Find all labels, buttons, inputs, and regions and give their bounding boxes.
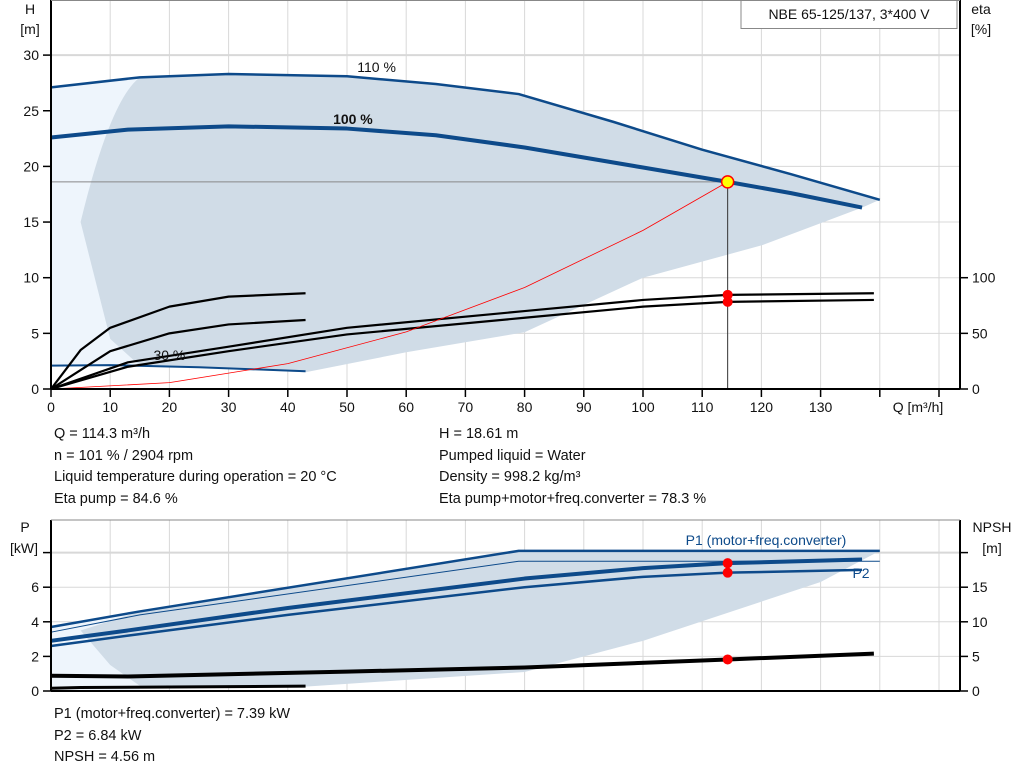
- y2-axis-label-npsh: NPSH: [973, 519, 1012, 535]
- label-100-percent: 100 %: [333, 111, 373, 127]
- y2-tick-label: 50: [972, 325, 988, 341]
- p2-point: [722, 567, 733, 578]
- info-eta-total: Eta pump+motor+freq.converter = 78.3 %: [439, 490, 707, 507]
- x-tick-label: 90: [576, 399, 592, 415]
- info-npsh: NPSH = 4.56 m: [54, 749, 156, 765]
- eta-total-point: [722, 296, 733, 307]
- info-speed: n = 101 % / 2904 rpm: [54, 447, 194, 464]
- y-tick-label: 15: [23, 214, 39, 230]
- x-tick-label: 20: [162, 399, 178, 415]
- head-curve-100: [50, 124, 863, 210]
- y2-tick-label: 15: [972, 579, 988, 595]
- x-tick-label: 50: [339, 399, 355, 415]
- info-p1: P1 (motor+freq.converter) = 7.39 kW: [54, 706, 291, 722]
- info-head: H = 18.61 m: [439, 426, 519, 442]
- eta-pump-point: [722, 289, 733, 300]
- label-30-percent: 30 %: [153, 347, 185, 363]
- y-tick-label: 30: [23, 47, 39, 63]
- y-tick-label: 25: [23, 103, 39, 119]
- y-tick-label: 10: [23, 270, 39, 286]
- p1-max-curve: [50, 549, 880, 629]
- y2-tick-label: 10: [972, 614, 988, 630]
- info-flow: Q = 114.3 m³/h: [54, 426, 151, 442]
- eta-curve: [50, 292, 306, 390]
- eta-curve: [50, 292, 874, 391]
- info-p2: P2 = 6.84 kW: [54, 727, 142, 744]
- x-tick-label: 100: [631, 399, 655, 415]
- y2-tick-label: 0: [972, 381, 980, 397]
- info-right: H = 18.61 m Pumped liquid = Water Densit…: [439, 424, 706, 510]
- operating-range-area: [80, 74, 880, 373]
- x-axis-label: Q [m³/h]: [893, 399, 944, 415]
- label-110-percent: 110 %: [357, 59, 396, 75]
- eta-curve: [50, 318, 306, 390]
- title-box: [740, 0, 958, 29]
- system-curve: [50, 181, 728, 390]
- chart-title: NBE 65-125/137, 3*400 V: [768, 6, 930, 22]
- y2-axis-label-unit: [%]: [971, 21, 991, 37]
- y-tick-label: 5: [31, 325, 39, 341]
- x-tick-label: 120: [750, 399, 774, 415]
- x-tick-label: 10: [102, 399, 118, 415]
- operating-range-area: [80, 550, 880, 687]
- p2-curve-label: P2: [852, 565, 869, 581]
- y-tick-label: 2: [31, 648, 39, 664]
- y2-axis-label-eta: eta: [971, 1, 991, 17]
- x-tick-label: 0: [47, 399, 55, 415]
- y-axis-label-unit: [m]: [20, 21, 39, 37]
- npsh-curve: [50, 651, 874, 679]
- info-power: P1 (motor+freq.converter) = 7.39 kW P2 =…: [54, 704, 290, 769]
- y2-axis-label-unit: [m]: [982, 540, 1001, 556]
- y2-tick-label: 5: [972, 648, 980, 664]
- x-tick-label: 80: [517, 399, 533, 415]
- x-tick-label: 30: [221, 399, 237, 415]
- y-axis-label-h: H: [25, 1, 35, 17]
- x-tick-label: 110: [691, 399, 714, 415]
- y-tick-label: 6: [31, 579, 39, 595]
- info-density: Density = 998.2 kg/m³: [439, 469, 581, 485]
- info-left: Q = 114.3 m³/h n = 101 % / 2904 rpm Liqu…: [54, 424, 337, 510]
- y-axis-label-unit: [kW]: [10, 540, 38, 556]
- y-tick-label: 0: [31, 381, 39, 397]
- x-tick-label: 130: [809, 399, 833, 415]
- y-tick-label: 4: [31, 614, 39, 630]
- x-tick-label: 70: [458, 399, 474, 415]
- info-liquid: Pumped liquid = Water: [439, 447, 586, 464]
- npsh-curve-30: [50, 684, 306, 690]
- head-curve-110: [50, 72, 881, 201]
- duty-point: [720, 175, 735, 189]
- y-tick-label: 0: [31, 683, 39, 699]
- p1-curve-label: P1 (motor+freq.converter): [686, 532, 847, 548]
- y2-tick-label: 0: [972, 683, 980, 699]
- p1-thin-curve: [50, 560, 880, 633]
- eta-curve: [50, 298, 874, 391]
- x-tick-label: 40: [280, 399, 296, 415]
- npsh-point: [722, 654, 733, 665]
- info-temperature: Liquid temperature during operation = 20…: [54, 469, 337, 485]
- y-tick-label: 20: [23, 158, 39, 174]
- y-axis-label-p: P: [20, 519, 29, 535]
- info-eta-pump: Eta pump = 84.6 %: [54, 490, 178, 507]
- x-tick-label: 60: [398, 399, 414, 415]
- p1-point: [722, 558, 733, 569]
- y2-tick-label: 100: [972, 270, 996, 286]
